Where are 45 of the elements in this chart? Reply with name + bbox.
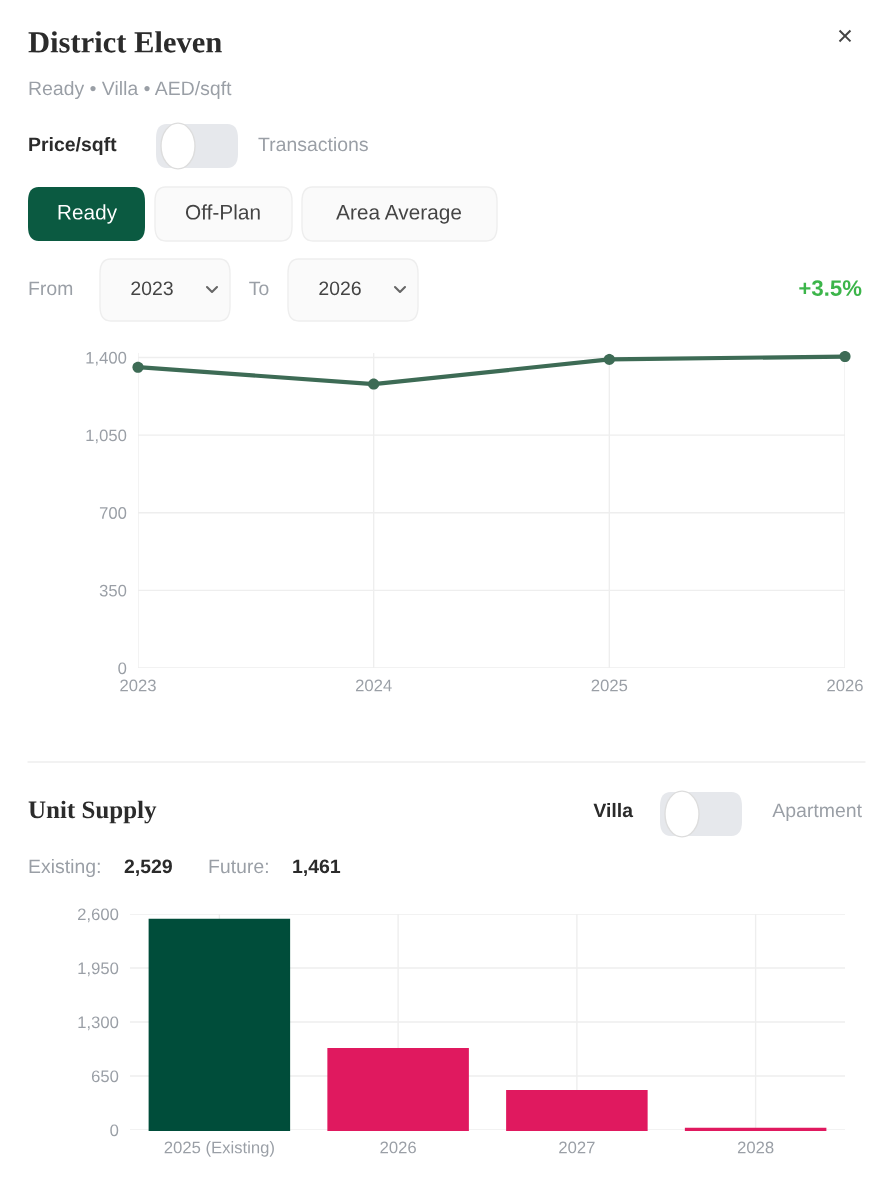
- text: 2,529: [124, 859, 172, 877]
- text: Area Average: [336, 205, 462, 224]
- y-tick-label: 0: [118, 662, 127, 675]
- text: Transactions: [258, 136, 368, 152]
- y-tick-label: 1,400: [86, 351, 127, 366]
- x-tick-label: 2026: [827, 679, 863, 692]
- y-tick-label: 650: [91, 1070, 119, 1083]
- text: ×: [838, 29, 852, 43]
- x-tick-label: 2028: [737, 1141, 774, 1154]
- text: +3.5%: [799, 280, 862, 296]
- point: [132, 361, 144, 373]
- text: 2026: [319, 281, 361, 296]
- y-tick-label: 1,300: [78, 1016, 119, 1031]
- text: Future:: [209, 859, 268, 874]
- bar: [506, 1089, 648, 1132]
- chart-subtitle: Ready • Villa • AED/sqft: [29, 80, 232, 100]
- chart-title: District Eleven: [28, 31, 222, 53]
- text: Apartment: [772, 803, 862, 822]
- text: Villa: [593, 802, 634, 818]
- point: [368, 378, 380, 390]
- text: From: [29, 281, 73, 296]
- text: Off-Plan: [185, 204, 260, 220]
- bar: [148, 918, 291, 1132]
- x-tick-label: 2027: [559, 1141, 595, 1154]
- text: To: [249, 281, 269, 296]
- chart-title: Unit Supply: [28, 800, 157, 824]
- point: [603, 353, 615, 365]
- y-tick-label: 0: [110, 1124, 119, 1137]
- y-tick-label: 1,050: [86, 429, 127, 444]
- text: Existing:: [29, 858, 100, 878]
- x-tick-label: 2024: [355, 679, 392, 692]
- bar: [327, 1047, 469, 1132]
- x-tick-label: 2026: [380, 1141, 416, 1154]
- text: 2023: [131, 281, 173, 296]
- y-tick-label: 350: [99, 584, 127, 597]
- y-tick-label: 700: [99, 507, 127, 519]
- y-tick-label: 1,950: [78, 962, 119, 977]
- x-tick-label: 2025: [591, 679, 628, 692]
- text: Ready: [58, 204, 118, 224]
- x-tick-label: 2025 (Existing): [164, 1141, 274, 1157]
- text: Price/sqft: [29, 136, 117, 156]
- x-tick-label: 2023: [120, 679, 156, 692]
- point: [839, 350, 851, 363]
- y-tick-label: 2,600: [78, 908, 119, 923]
- text: 1,461: [293, 859, 341, 877]
